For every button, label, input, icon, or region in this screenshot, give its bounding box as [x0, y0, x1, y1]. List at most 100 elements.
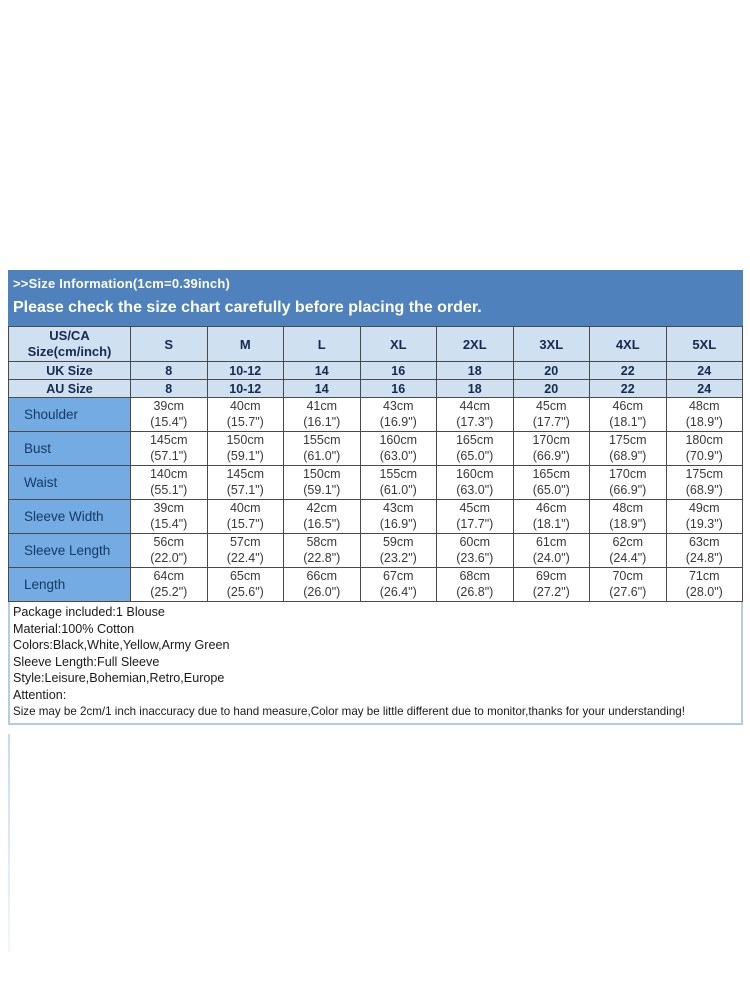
uk-size-row-value-s: 8: [130, 361, 208, 380]
bust-l-cell: 155cm (61.0"): [283, 431, 361, 466]
sleeve-length-m-cell: 57cm (22.4"): [206, 533, 284, 568]
shoulder-xl-cell: 43cm (16.9"): [359, 397, 437, 432]
sleeve-width-3xl-cell: 46cm (18.1"): [512, 499, 590, 534]
sleeve-length-3xl-cell: 61cm (24.0"): [512, 533, 590, 568]
waist-3xl-cell: 165cm (65.0"): [512, 465, 590, 500]
shoulder-s-cell: 39cm (15.4"): [130, 397, 208, 432]
waist-2xl-cell: 160cm (63.0"): [436, 465, 514, 500]
au-size-row: AU Size 8 10-12 14 16 18 20 22 24: [8, 379, 743, 398]
size-information-title: >>Size Information(1cm=0.39inch): [13, 276, 230, 291]
left-edge-artifact-line: [8, 734, 10, 952]
product-detail-line: Attention:: [13, 687, 67, 702]
waist-l-cell: 150cm (59.1"): [283, 465, 361, 500]
size-header-row: US/CA Size(cm/inch) S M L XL 2XL 3XL 4XL 5XL: [8, 326, 743, 362]
sleeve-length-s-cell: 56cm (22.0"): [130, 533, 208, 568]
uk-size-row: UK Size 8 10-12 14 16 18 20 22 24: [8, 361, 743, 380]
au-size-row-value-3xl: 20: [512, 379, 590, 398]
bust-3xl-cell: 170cm (66.9"): [512, 431, 590, 466]
banner: >>Size Information(1cm=0.39inch) Please …: [8, 270, 743, 326]
product-detail-line: Colors:Black,White,Yellow,Army Green: [13, 638, 230, 653]
measurement-row-shoulder: Shoulder 39cm (15.4") 40cm (15.7") 41cm (16.1"…: [8, 397, 743, 432]
measurement-row-sleeve-width: Sleeve Width 39cm (15.4") 40cm (15.7") 42cm (1…: [8, 499, 743, 534]
bust-m-cell: 150cm (59.1"): [206, 431, 284, 466]
product-detail-line: Package included:1 Blouse: [13, 605, 165, 619]
product-detail-line: Sleeve Length:Full Sleeve: [13, 654, 160, 669]
uk-size-row-value-2xl: 18: [436, 361, 514, 380]
sleeve-width-2xl-cell: 45cm (17.7"): [436, 499, 514, 534]
product-details: Package included:1 Blouse Material:100% C…: [8, 602, 743, 726]
waist-5xl-cell: 175cm (68.9"): [665, 465, 743, 500]
shoulder-4xl-cell: 46cm (18.1"): [589, 397, 667, 432]
uk-size-row-value-m: 10-12: [206, 361, 284, 380]
size-column-header-3xl: 3XL: [512, 326, 590, 362]
measurement-label-sleeve-length: Sleeve Length: [8, 533, 131, 568]
au-size-row-value-l: 14: [283, 379, 361, 398]
measurement-row-waist: Waist 140cm (55.1") 145cm (57.1") 150cm (59.1"…: [8, 465, 743, 500]
shoulder-5xl-cell: 48cm (18.9"): [665, 397, 743, 432]
sleeve-length-4xl-cell: 62cm (24.4"): [589, 533, 667, 568]
sleeve-length-l-cell: 58cm (22.8"): [283, 533, 361, 568]
measurement-row-length: Length 64cm (25.2") 65cm (25.6") 66cm (26.0") 6…: [8, 567, 743, 602]
size-chart-sheet: >>Size Information(1cm=0.39inch) Please …: [8, 270, 743, 726]
length-5xl-cell: 71cm (28.0"): [665, 567, 743, 602]
shoulder-m-cell: 40cm (15.7"): [206, 397, 284, 432]
measurement-row-sleeve-length: Sleeve Length 56cm (22.0") 57cm (22.4") 58cm(…: [8, 533, 743, 568]
au-size-row-value-5xl: 24: [665, 379, 743, 398]
waist-m-cell: 145cm (57.1"): [206, 465, 284, 500]
waist-xl-cell: 155cm (61.0"): [359, 465, 437, 500]
size-column-header-4xl: 4XL: [589, 326, 667, 362]
product-detail-line: Material:100% Cotton: [13, 621, 135, 636]
length-m-cell: 65cm (25.6"): [206, 567, 284, 602]
measurement-label-waist: Waist: [8, 465, 131, 500]
sleeve-width-xl-cell: 43cm (16.9"): [359, 499, 437, 534]
size-column-header-m: M: [206, 326, 284, 362]
length-xl-cell: 67cm (26.4"): [359, 567, 437, 602]
us-ca-size-corner-cell: US/CA Size(cm/inch): [8, 326, 131, 362]
sleeve-width-m-cell: 40cm (15.7"): [206, 499, 284, 534]
waist-4xl-cell: 170cm (66.9"): [589, 465, 667, 500]
au-size-row-value-s: 8: [130, 379, 208, 398]
sleeve-width-5xl-cell: 49cm (19.3"): [665, 499, 743, 534]
au-size-row-value-2xl: 18: [436, 379, 514, 398]
waist-s-cell: 140cm (55.1"): [130, 465, 208, 500]
measurement-row-bust: Bust 145cm (57.1") 150cm (59.1") 155cm (61.0")…: [8, 431, 743, 466]
shoulder-2xl-cell: 44cm (17.3"): [436, 397, 514, 432]
measurement-label-shoulder: Shoulder: [8, 397, 131, 432]
sleeve-width-l-cell: 42cm (16.5"): [283, 499, 361, 534]
length-l-cell: 66cm (26.0"): [283, 567, 361, 602]
size-column-header-s: S: [130, 326, 208, 362]
length-2xl-cell: 68cm (26.8"): [436, 567, 514, 602]
sleeve-length-2xl-cell: 60cm (23.6"): [436, 533, 514, 568]
bust-5xl-cell: 180cm (70.9"): [665, 431, 743, 466]
size-chart-notice: Please check the size chart carefully be…: [13, 299, 482, 316]
au-size-row-value-m: 10-12: [206, 379, 284, 398]
sleeve-length-xl-cell: 59cm (23.2"): [359, 533, 437, 568]
sleeve-width-4xl-cell: 48cm (18.9"): [589, 499, 667, 534]
au-size-row-value-xl: 16: [359, 379, 437, 398]
length-s-cell: 64cm (25.2"): [130, 567, 208, 602]
product-detail-line: Style:Leisure,Bohemian,Retro,Europe: [13, 671, 225, 686]
sleeve-length-5xl-cell: 63cm (24.8"): [665, 533, 743, 568]
bust-xl-cell: 160cm (63.0"): [359, 431, 437, 466]
au-size-row-value-4xl: 22: [589, 379, 667, 398]
measurement-label-length: Length: [8, 567, 131, 602]
measurement-label-bust: Bust: [8, 431, 131, 466]
uk-size-row-value-xl: 16: [359, 361, 437, 380]
length-3xl-cell: 69cm (27.2"): [512, 567, 590, 602]
uk-size-row-value-5xl: 24: [665, 361, 743, 380]
shoulder-l-cell: 41cm (16.1"): [283, 397, 361, 432]
size-table: US/CA Size(cm/inch) S M L XL 2XL 3XL 4XL 5XL UK Si…: [8, 326, 743, 602]
bust-2xl-cell: 165cm (65.0"): [436, 431, 514, 466]
size-column-header-xl: XL: [359, 326, 437, 362]
uk-size-row-label: UK Size: [8, 361, 131, 380]
bust-s-cell: 145cm (57.1"): [130, 431, 208, 466]
length-4xl-cell: 70cm (27.6"): [589, 567, 667, 602]
uk-size-row-value-3xl: 20: [512, 361, 590, 380]
shoulder-3xl-cell: 45cm (17.7"): [512, 397, 590, 432]
au-size-row-label: AU Size: [8, 379, 131, 398]
uk-size-row-value-4xl: 22: [589, 361, 667, 380]
uk-size-row-value-l: 14: [283, 361, 361, 380]
sleeve-width-s-cell: 39cm (15.4"): [130, 499, 208, 534]
product-detail-line: Size may be 2cm/1 inch inaccuracy due to…: [13, 704, 685, 718]
bust-4xl-cell: 175cm (68.9"): [589, 431, 667, 466]
